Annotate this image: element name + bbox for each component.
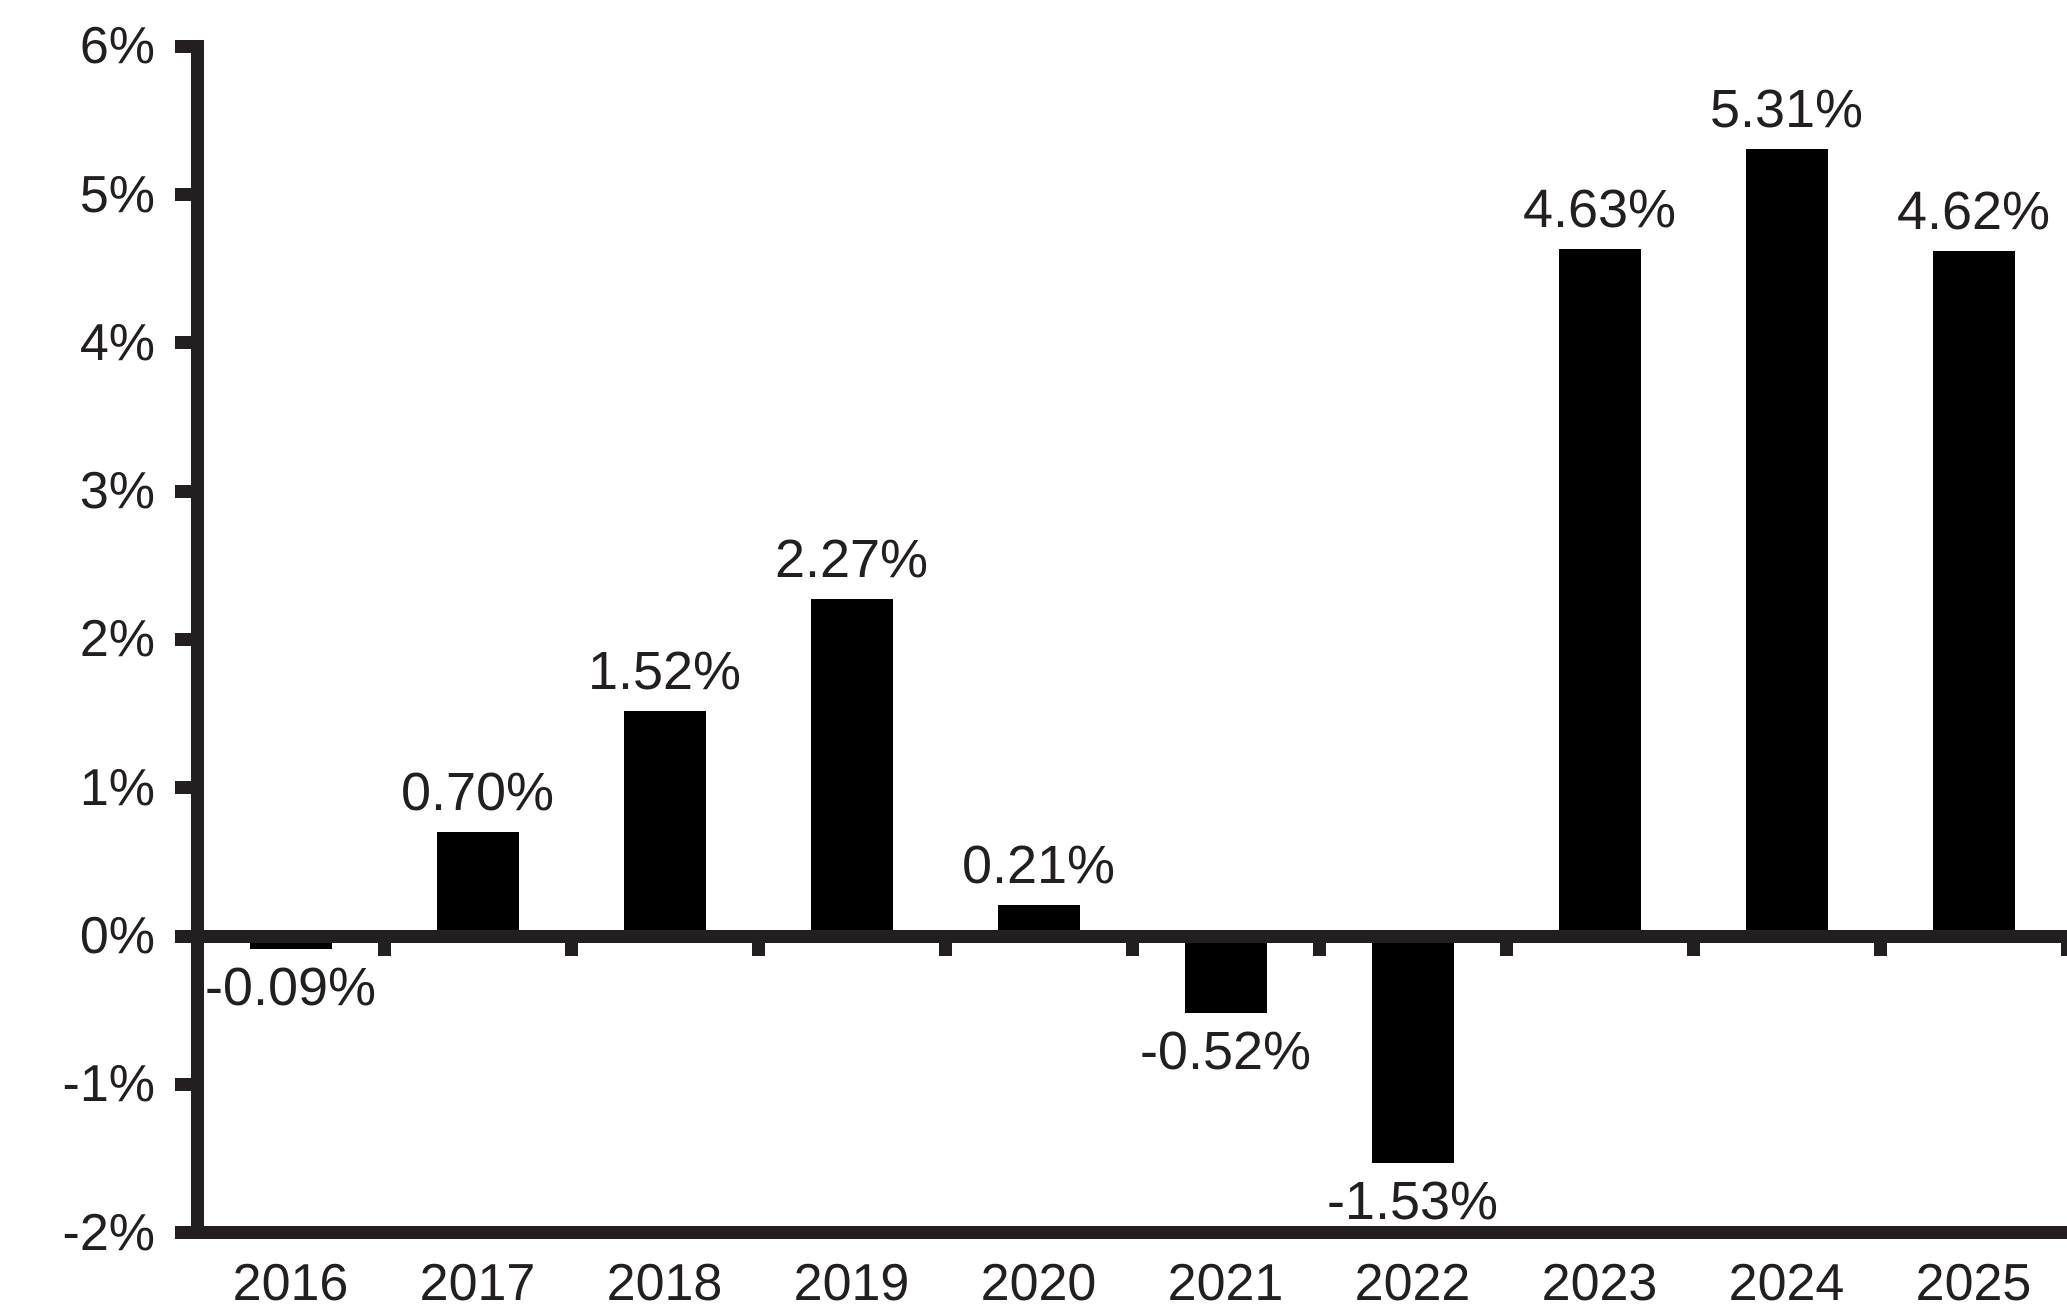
- bar-2022: [1371, 936, 1454, 1163]
- y-axis-tick-label: 5%: [79, 165, 155, 224]
- y-axis-tick: [175, 484, 197, 498]
- y-axis-tick-label: 0%: [79, 907, 155, 965]
- y-axis-tick-label: 6%: [79, 17, 155, 76]
- x-axis-tick: [1125, 936, 1139, 956]
- value-label-2021: -0.52%: [1139, 1021, 1312, 1082]
- y-axis-tick: [175, 1077, 197, 1091]
- bar-2021: [1184, 936, 1267, 1014]
- x-axis-tick-label: 2018: [606, 1254, 723, 1308]
- x-axis-tick-label: 2022: [1354, 1254, 1471, 1308]
- y-axis-tick: [175, 188, 197, 201]
- x-axis-tick: [1686, 936, 1700, 956]
- x-axis-tick-label: 2024: [1728, 1254, 1845, 1308]
- bar-2023: [1558, 249, 1641, 936]
- bar-2025: [1932, 250, 2015, 936]
- x-axis-tick: [751, 936, 765, 956]
- value-label-2016: -0.09%: [204, 957, 377, 1018]
- x-axis-tick: [377, 936, 391, 956]
- y-axis-tick-label: 1%: [79, 758, 155, 817]
- x-axis-tick: [1499, 936, 1513, 956]
- y-axis-tick: [175, 1226, 197, 1240]
- value-label-2018: 1.52%: [587, 640, 742, 701]
- x-axis-tick: [938, 936, 952, 956]
- y-axis-tick-label: -1%: [62, 1055, 155, 1114]
- value-label-2022: -1.53%: [1326, 1170, 1499, 1231]
- y-axis-tick-label: 2%: [79, 610, 155, 669]
- y-axis-tick: [175, 929, 197, 943]
- x-axis-tick-label: 2017: [419, 1254, 536, 1308]
- value-label-2020: 0.21%: [961, 834, 1116, 895]
- y-axis-tick: [175, 781, 197, 795]
- y-axis-tick-label: 3%: [79, 462, 155, 521]
- value-label-2023: 4.63%: [1522, 179, 1677, 240]
- y-axis-tick-label: -2%: [62, 1203, 155, 1262]
- y-axis-tick-label: 4%: [79, 313, 155, 372]
- y-axis-tick: [175, 632, 197, 646]
- value-label-2025: 4.62%: [1896, 180, 2051, 241]
- bar-2024: [1745, 148, 1828, 936]
- value-label-2019: 2.27%: [774, 529, 929, 590]
- value-label-2017: 0.70%: [400, 762, 555, 823]
- y-axis-tick: [175, 336, 197, 350]
- x-axis-tick: [564, 936, 578, 956]
- x-axis-tick: [1873, 936, 1887, 956]
- x-axis-tick-label: 2023: [1541, 1254, 1658, 1308]
- bar-2018: [623, 710, 706, 936]
- x-axis-tick-label: 2016: [232, 1254, 349, 1308]
- x-axis-tick-label: 2020: [980, 1254, 1097, 1308]
- y-axis-tick: [175, 39, 197, 53]
- x-axis-bottom-line: [190, 1226, 2067, 1240]
- bar-2019: [810, 599, 893, 936]
- bar-2017: [436, 832, 519, 936]
- x-axis-tick: [1312, 936, 1326, 956]
- x-axis-tick: [2060, 936, 2067, 956]
- x-axis-tick-label: 2019: [793, 1254, 910, 1308]
- value-label-2024: 5.31%: [1709, 78, 1864, 139]
- x-axis-tick-label: 2021: [1167, 1254, 1284, 1308]
- x-axis-tick-label: 2025: [1915, 1254, 2032, 1308]
